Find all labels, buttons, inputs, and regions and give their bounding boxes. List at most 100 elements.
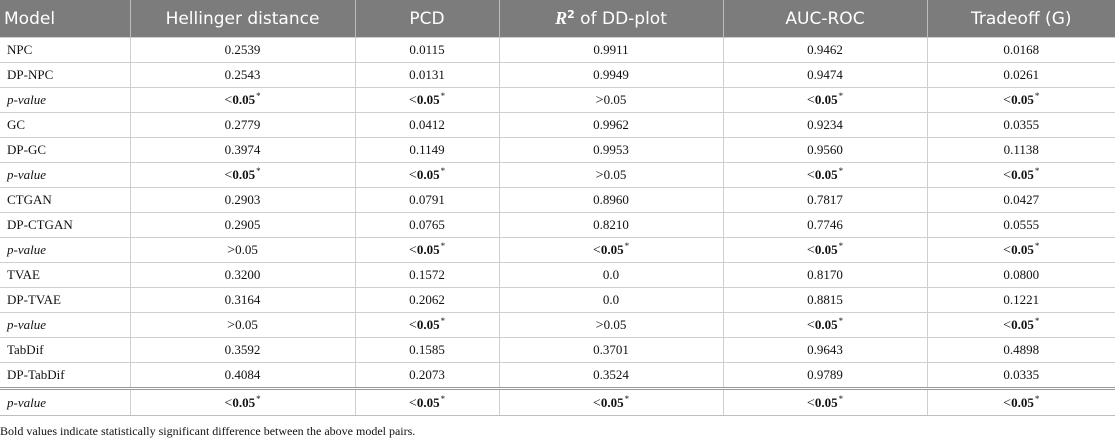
r2-cell: 0.3701 [498,337,724,363]
pvalue-label-cell: p-value [0,312,131,338]
r2-pvalue-cell: <0.05* [498,237,724,263]
tradeoff-cell: 0.1221 [926,287,1115,313]
header-hellinger-distance: Hellinger distance [130,0,356,38]
hellinger-pvalue-cell: >0.05 [129,237,356,263]
comparison-operator: < [1003,395,1012,411]
pvalue-row: p-value >0.05 <0.05* >0.05 <0.05* <0.05* [0,312,1115,338]
model-cell: DP-TabDif [0,362,131,389]
table-row: TVAE 0.3200 0.1572 0.0 0.8170 0.0800 [0,262,1115,288]
r2-pvalue-cell: >0.05 [498,162,724,188]
r2-cell: 0.9962 [498,112,724,138]
pvalue-number: 0.05 [603,91,627,107]
significance-marker: * [440,166,446,176]
significance-marker: * [256,91,261,101]
auc-cell: 0.8815 [722,287,928,313]
tradeoff-pvalue-cell: <0.05* [926,162,1115,188]
comparison-operator: < [224,168,233,183]
significance-marker: * [838,241,844,251]
comparison-operator: < [408,168,417,183]
model-cell: DP-GC [0,137,131,163]
hellinger-pvalue-cell: >0.05 [129,312,356,338]
r2-cell: 0.0 [498,262,724,288]
table-row: DP-CTGAN 0.2905 0.0765 0.8210 0.7746 0.0555 [0,212,1115,238]
pcd-pvalue-cell: <0.05* [354,312,500,338]
pvalue-row: p-value <0.05* <0.05* >0.05 <0.05* <0.05* [0,162,1115,188]
auc-pvalue-cell: <0.05* [722,237,928,263]
pvalue-row: p-value >0.05 <0.05* <0.05* <0.05* <0.05* [0,237,1115,263]
comparison-operator: < [1003,318,1012,333]
pvalue-number: 0.05 [416,92,440,107]
table-row: DP-GC 0.3974 0.1149 0.9953 0.9560 0.1138 [0,137,1115,163]
hellinger-cell: 0.3164 [129,287,356,313]
significance-marker: * [1034,241,1040,251]
significance-marker: * [838,166,844,176]
pvalue-number: 0.05 [600,394,624,410]
auc-pvalue-cell: <0.05* [722,87,928,113]
r2-symbol: R [555,8,568,28]
comparison-operator: < [1003,243,1012,258]
table-row: DP-TabDif 0.4084 0.2073 0.3524 0.9789 0.0335 [0,362,1115,389]
hellinger-pvalue-cell: <0.05* [129,387,356,416]
significance-marker: * [440,316,446,326]
r2-cell: 0.8960 [498,187,724,213]
pvalue-number: 0.05 [416,394,440,410]
tradeoff-pvalue-cell: <0.05* [926,237,1115,263]
model-cell: NPC [0,37,131,63]
header-model: Model [0,0,131,38]
table-row: TabDif 0.3592 0.1585 0.3701 0.9643 0.4898 [0,337,1115,363]
significance-marker: * [256,393,261,404]
table-row: GC 0.2779 0.0412 0.9962 0.9234 0.0355 [0,112,1115,138]
pvalue-number: 0.05 [232,394,256,410]
significance-marker: * [624,393,630,404]
table-row: NPC 0.2539 0.0115 0.9911 0.9462 0.0168 [0,37,1115,63]
pvalue-row: p-value <0.05* <0.05* <0.05* <0.05* <0.05* [0,387,1115,416]
tradeoff-pvalue-cell: <0.05* [926,87,1115,113]
pcd-cell: 0.0115 [354,37,500,63]
table-footnote: Bold values indicate statistically signi… [0,424,416,438]
r2-cell: 0.9911 [498,37,724,63]
pvalue-number: 0.05 [603,316,627,332]
auc-cell: 0.9474 [722,62,928,88]
significance-marker: * [440,393,446,404]
pvalue-number: 0.05 [814,394,838,410]
tradeoff-cell: 0.0335 [926,362,1115,389]
r2-cell: 0.9949 [498,62,724,88]
r2-label: of DD-plot [574,9,667,29]
tradeoff-pvalue-cell: <0.05* [926,312,1115,338]
r2-cell: 0.8210 [498,212,724,238]
pcd-pvalue-cell: <0.05* [354,87,500,113]
auc-pvalue-cell: <0.05* [722,162,928,188]
comparison-operator: < [408,318,417,333]
pvalue-number: 0.05 [416,317,440,332]
pvalue-row: p-value <0.05* <0.05* >0.05 <0.05* <0.05* [0,87,1115,113]
pcd-cell: 0.0765 [354,212,500,238]
pcd-pvalue-cell: <0.05* [354,387,500,416]
comparison-operator: < [1003,93,1012,108]
model-cell: CTGAN [0,187,131,213]
auc-cell: 0.9789 [722,362,928,389]
tradeoff-cell: 0.0800 [926,262,1115,288]
r2-pvalue-cell: <0.05* [498,387,724,416]
auc-pvalue-cell: <0.05* [722,387,928,416]
tradeoff-pvalue-cell: <0.05* [926,387,1115,416]
hellinger-cell: 0.2539 [129,37,356,63]
comparison-operator: > [595,167,604,183]
hellinger-pvalue-cell: <0.05* [129,87,356,113]
model-cell: TVAE [0,262,131,288]
header-auc-roc: AUC-ROC [723,0,928,38]
comparison-operator: < [806,93,815,108]
tradeoff-cell: 0.0427 [926,187,1115,213]
hellinger-cell: 0.3592 [129,337,356,363]
r2-pvalue-cell: >0.05 [498,312,724,338]
significance-marker: * [440,91,446,101]
comparison-operator: < [224,93,233,108]
comparison-operator: > [595,92,604,108]
hellinger-pvalue-cell: <0.05* [129,162,356,188]
tradeoff-cell: 0.1138 [926,137,1115,163]
hellinger-cell: 0.3974 [129,137,356,163]
results-table: Model Hellinger distance PCD R2 of DD-pl… [0,0,1115,416]
comparison-operator: < [806,243,815,258]
header-pcd: PCD [355,0,500,38]
pcd-cell: 0.0412 [354,112,500,138]
significance-marker: * [256,166,261,176]
